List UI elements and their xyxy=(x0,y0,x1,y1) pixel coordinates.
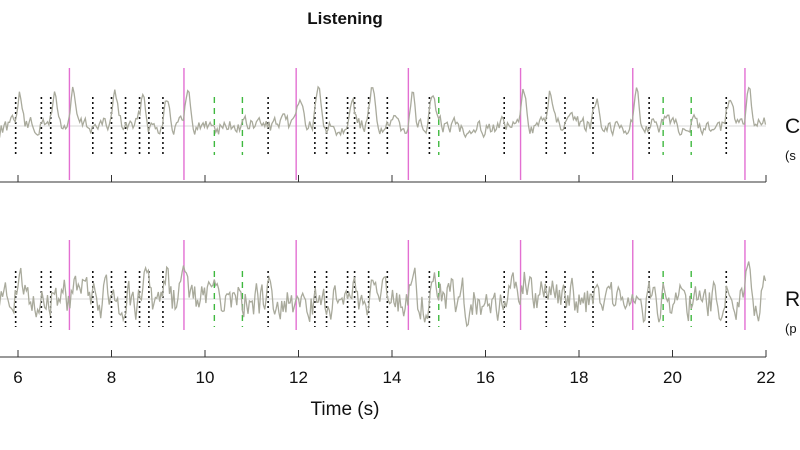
panel-bottom-x-axis xyxy=(0,350,767,358)
x-tick-label-1: 8 xyxy=(107,368,116,387)
x-tick-labels: 6 8 10 12 14 16 18 20 22 xyxy=(13,368,775,387)
x-tick-label-7: 20 xyxy=(663,368,682,387)
x-tick-label-5: 16 xyxy=(476,368,495,387)
x-tick-label-6: 18 xyxy=(570,368,589,387)
x-axis-label: Time (s) xyxy=(311,399,380,420)
panel-bottom: R (p xyxy=(0,240,800,358)
x-tick-label-0: 6 xyxy=(13,368,22,387)
panel-bottom-markers xyxy=(14,240,746,330)
panel-bottom-sublabel: (p xyxy=(785,321,797,336)
x-tick-label-8: 22 xyxy=(757,368,776,387)
x-tick-label-4: 14 xyxy=(383,368,402,387)
panel-bottom-label: R xyxy=(785,288,800,311)
panel-top: C (s xyxy=(0,68,800,183)
panel-top-label: C xyxy=(785,115,800,138)
panel-top-sublabel: (s xyxy=(785,148,796,163)
panel-bottom-trace xyxy=(0,261,767,328)
x-tick-label-2: 10 xyxy=(196,368,215,387)
panel-top-x-axis xyxy=(0,175,767,183)
panel-top-trace xyxy=(0,85,767,139)
chart-title: Listening xyxy=(307,9,383,28)
x-tick-label-3: 12 xyxy=(289,368,308,387)
